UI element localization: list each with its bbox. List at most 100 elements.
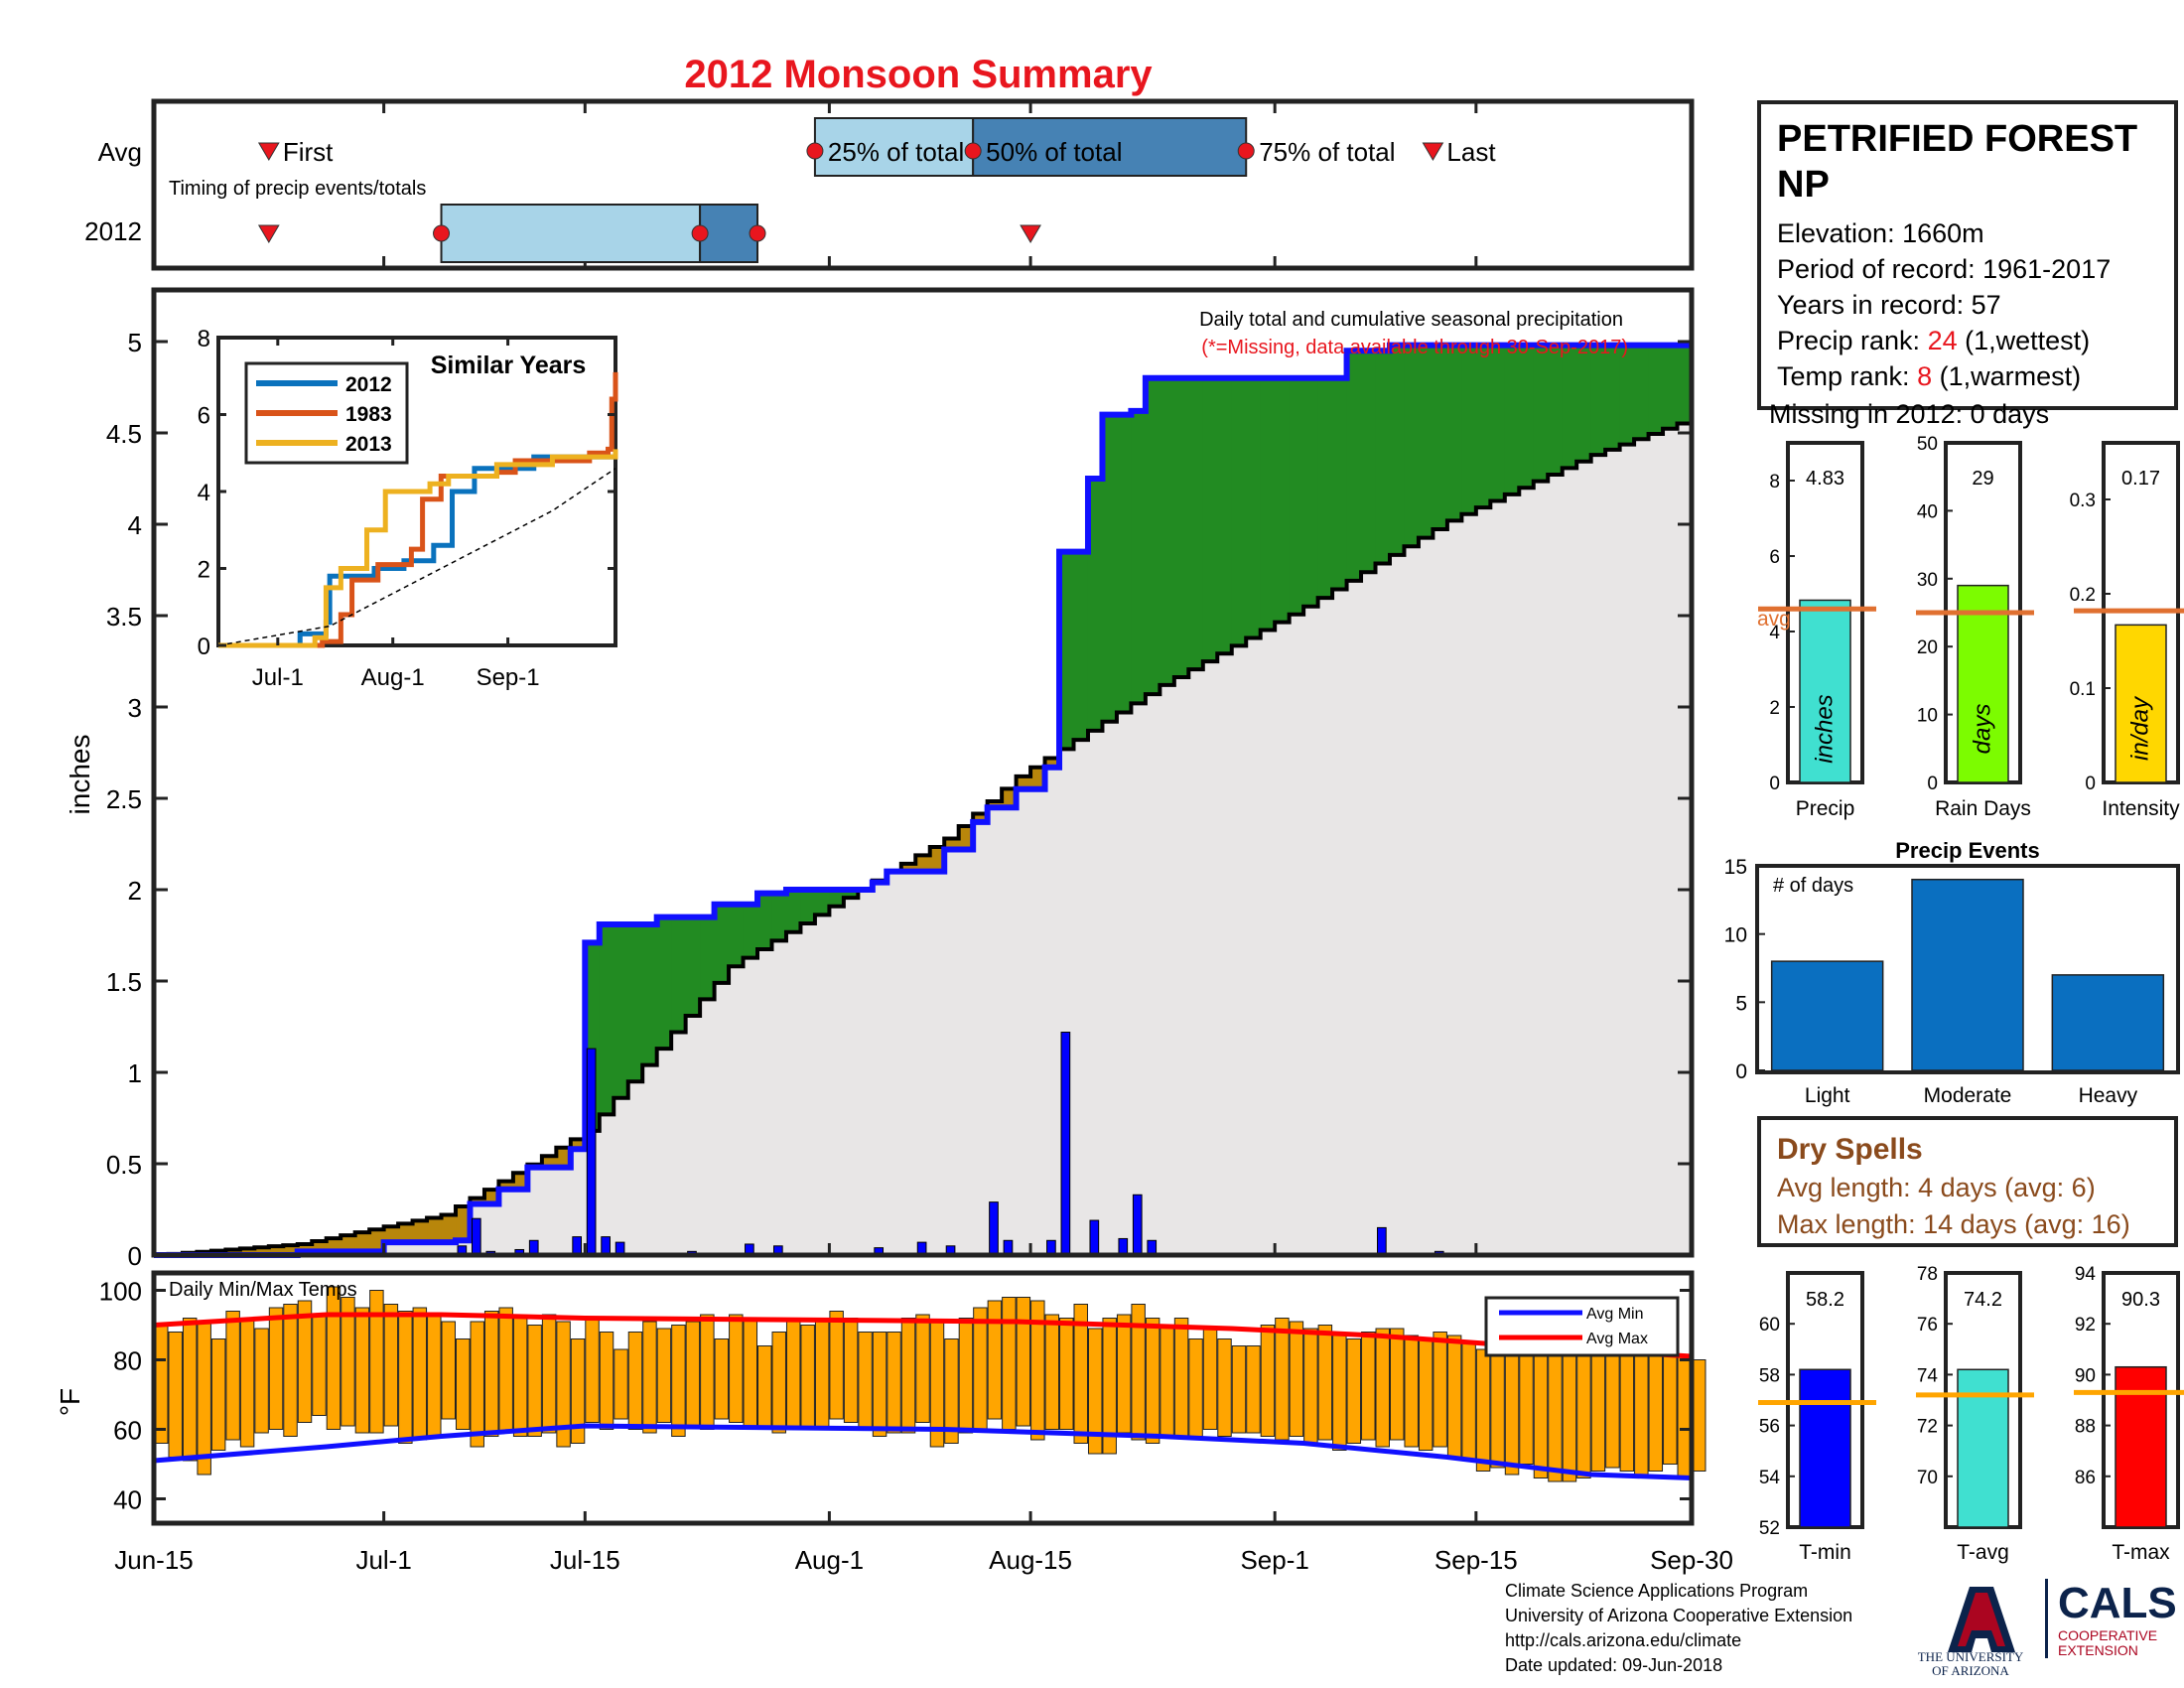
station-info-box: PETRIFIED FOREST NP Elevation: 1660m Per… xyxy=(1757,100,2178,410)
daily-temp-bar xyxy=(1475,1348,1491,1472)
raindays-unit-label: days xyxy=(1970,704,1996,755)
daily-temp-bar xyxy=(1131,1304,1146,1441)
precip-value: 4.83 xyxy=(1806,468,1844,490)
precip-rank: Precip rank: 24 (1,wettest) xyxy=(1777,323,2158,358)
tmax-label: T-max xyxy=(2112,1541,2170,1564)
intensity-value: 0.17 xyxy=(2121,468,2160,490)
daily-temp-bar xyxy=(154,1325,169,1444)
inset-x-tick-label: Jul-1 xyxy=(252,664,304,691)
above-normal-segment xyxy=(1533,345,1549,482)
temp-summary-bars: 58.2 52 54 56 58 60 T-min 74.2 70 72 74 76 78 T-avg 90… xyxy=(1758,1264,2184,1564)
daily-temp-bar xyxy=(944,1338,959,1444)
above-normal-segment xyxy=(1433,345,1448,529)
daily-temp-bar xyxy=(714,1338,730,1420)
daily-precip-bar xyxy=(989,1201,999,1256)
tmin-label: T-min xyxy=(1799,1541,1851,1564)
above-normal-segment xyxy=(1289,377,1304,615)
daily-temp-bar xyxy=(872,1332,887,1437)
daily-temp-bar xyxy=(1217,1338,1232,1437)
intensity-y-tick-label: 0 xyxy=(2085,774,2096,794)
inset-lines xyxy=(217,371,618,648)
daily-temp-bar xyxy=(1145,1318,1160,1444)
daily-temp-bar xyxy=(1289,1321,1304,1437)
credit-link[interactable]: http://cals.arizona.edu/climate xyxy=(1505,1630,1742,1650)
precip-rank-label: Precip rank: xyxy=(1777,326,1928,355)
dry-spells-box: Dry Spells Avg length: 4 days (avg: 6) M… xyxy=(1757,1116,2178,1247)
cals-line-1: COOPERATIVE xyxy=(2058,1627,2158,1643)
date-tick-label: Jun-15 xyxy=(114,1545,194,1575)
above-normal-segment xyxy=(1562,345,1577,469)
below-normal-segment xyxy=(427,1217,443,1243)
daily-temp-bar xyxy=(1433,1332,1447,1448)
above-normal-segment xyxy=(1303,377,1319,607)
inset-line-1983 xyxy=(218,371,618,648)
precip-y-tick-label: 8 xyxy=(1769,472,1780,492)
events-title: Precip Events xyxy=(1895,838,2040,863)
daily-temp-bar xyxy=(1648,1348,1664,1472)
above-normal-segment xyxy=(1059,551,1075,750)
raindays-bar xyxy=(1957,584,2009,783)
daily-temp-bar xyxy=(785,1318,801,1430)
daily-temp-bar xyxy=(1375,1328,1390,1448)
similar-years-inset: 0 2 4 6 8 Jul-1 Aug-1 Sep-1 Similar Years 2012 1… xyxy=(198,326,618,691)
above-normal-segment xyxy=(785,890,802,932)
station-period: Period of record: 1961-2017 xyxy=(1777,254,2112,284)
daily-temp-bar xyxy=(268,1307,284,1430)
precip-label: Precip xyxy=(1796,797,1855,820)
university-logo-mark xyxy=(1948,1587,2015,1652)
temp-panel: 40 60 80 100 Daily Min/Max Temps °F Avg Min… xyxy=(55,1270,1706,1526)
chart-title: 2012 Monsoon Summary xyxy=(684,53,1153,96)
precip-rank-note: (1,wettest) xyxy=(1957,326,2091,355)
above-normal-segment xyxy=(1116,414,1133,713)
events-bar-moderate xyxy=(1911,878,2024,1071)
ua-line-2: OF ARIZONA xyxy=(1932,1663,2009,1678)
daily-temp-bar xyxy=(829,1311,844,1420)
daily-temp-bar xyxy=(1519,1338,1534,1465)
daily-temp-bar xyxy=(1116,1314,1132,1434)
above-normal-segment xyxy=(1073,551,1089,741)
below-normal-segment xyxy=(1002,788,1018,808)
above-normal-segment xyxy=(1590,345,1606,456)
avg-max-legend-label: Avg Max xyxy=(1586,1331,1648,1347)
temp-legend-box xyxy=(1484,1296,1680,1357)
events-y-tick-label: 10 xyxy=(1724,924,1747,947)
avg-last-marker-icon xyxy=(1422,142,1444,161)
precip-y-tick-label: 5 xyxy=(128,328,142,357)
station-name-line2: NP xyxy=(1777,164,1830,206)
above-normal-segment xyxy=(1576,345,1592,462)
above-normal-segment xyxy=(843,890,859,899)
daily-temp-bar xyxy=(254,1328,269,1434)
tavg-y-tick-label: 70 xyxy=(1917,1468,1938,1488)
precip-y-tick-label: 0 xyxy=(128,1241,142,1271)
timing-avg-label: Avg xyxy=(98,137,142,167)
precip-missing-note: (*=Missing, data available through 30-Se… xyxy=(1201,337,1628,358)
below-normal-segment xyxy=(341,1235,356,1252)
precip-y-tick-label: 3 xyxy=(128,693,142,723)
daily-temp-bar xyxy=(599,1332,614,1430)
daily-temp-bar xyxy=(1016,1297,1031,1427)
above-normal-segment xyxy=(1131,410,1147,704)
daily-temp-bar xyxy=(743,1318,758,1427)
above-normal-segment xyxy=(1202,377,1218,662)
year-last-marker-icon xyxy=(1020,224,1041,243)
below-normal-segment xyxy=(297,1243,313,1252)
date-tick-label: Jul-1 xyxy=(355,1545,411,1575)
below-normal-segment xyxy=(268,1246,284,1255)
daily-temp-bar xyxy=(1692,1359,1706,1472)
precip-y-tick-label: 4 xyxy=(1769,623,1780,643)
tmin-y-tick-label: 54 xyxy=(1759,1468,1781,1488)
daily-temp-bar xyxy=(671,1325,686,1437)
above-normal-segment xyxy=(1231,377,1247,646)
tmax-value: 90.3 xyxy=(2121,1289,2160,1311)
station-name-line1: PETRIFIED FOREST xyxy=(1777,118,2138,160)
daily-temp-bar xyxy=(1073,1304,1088,1444)
above-normal-segment xyxy=(1446,345,1462,521)
daily-temp-bar xyxy=(1102,1318,1117,1455)
intensity-unit-label: in/day xyxy=(2127,695,2154,761)
below-normal-segment xyxy=(556,1147,572,1168)
raindays-y-tick-label: 0 xyxy=(1927,774,1938,794)
above-normal-segment xyxy=(627,923,643,1082)
daily-temp-bar xyxy=(1590,1345,1606,1472)
events-bars: 0 5 10 15 Light Moderate Heavy xyxy=(1724,856,2165,1107)
tmin-y-tick-label: 52 xyxy=(1759,1518,1780,1539)
